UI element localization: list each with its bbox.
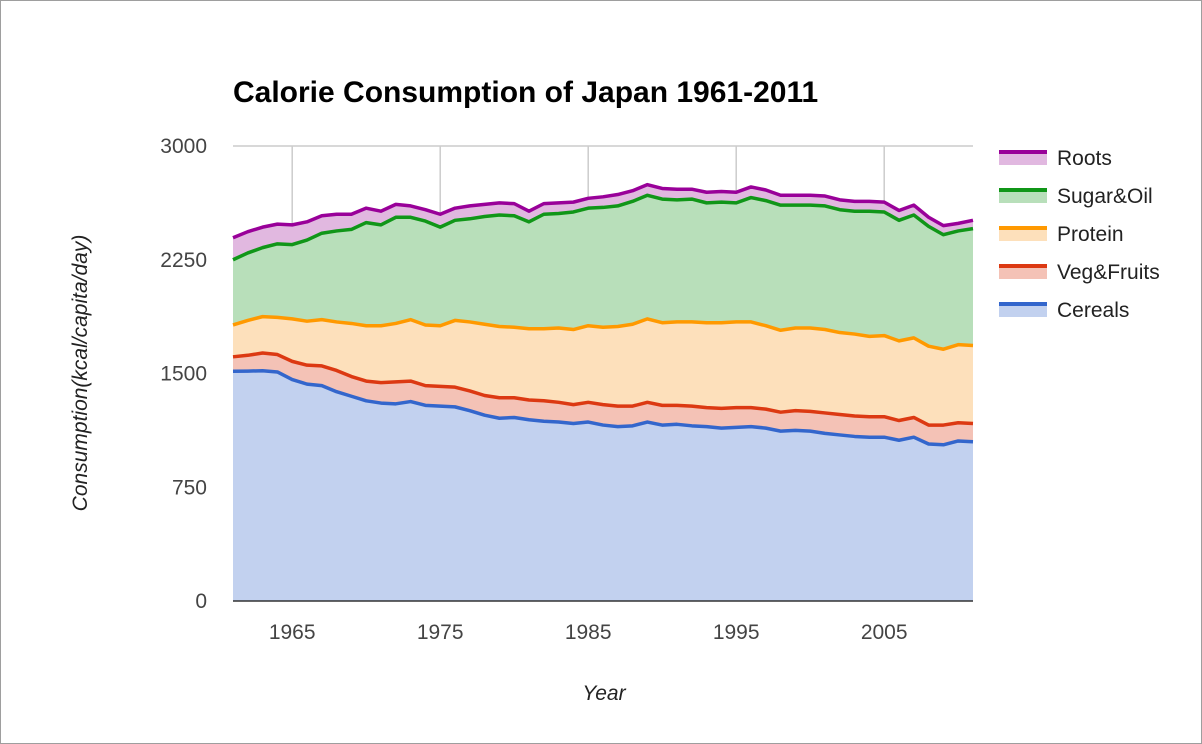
legend-item-protein: Protein — [999, 223, 1124, 246]
legend-label: Veg&Fruits — [1057, 261, 1160, 284]
line-cereals — [232, 369, 974, 447]
legend-label: Sugar&Oil — [1057, 185, 1153, 208]
series-lines — [232, 182, 974, 447]
x-tick-label: 1985 — [565, 621, 612, 644]
x-tick-label: 1965 — [269, 621, 316, 644]
legend-item-sugar-oil: Sugar&Oil — [999, 185, 1153, 208]
y-tick-label: 750 — [172, 476, 207, 499]
x-tick-label: 1995 — [713, 621, 760, 644]
legend-label: Roots — [1057, 147, 1112, 170]
legend-label: Cereals — [1057, 299, 1129, 322]
y-tick-labels: 0 750 1500 2250 3000 — [160, 135, 207, 613]
y-tick-label: 3000 — [160, 135, 207, 158]
x-tick-labels: 1965 1975 1985 1995 2005 — [269, 621, 908, 644]
x-tick-label: 1975 — [417, 621, 464, 644]
x-axis-title: Year — [582, 682, 626, 705]
x-tick-label: 2005 — [861, 621, 908, 644]
legend-item-veg-fruits: Veg&Fruits — [999, 261, 1160, 284]
legend-label: Protein — [1057, 223, 1124, 246]
legend: Roots Sugar&Oil Protein Veg&Fruits Cereals — [999, 147, 1160, 322]
y-tick-label: 2250 — [160, 249, 207, 272]
area-cereals — [233, 370, 973, 601]
y-axis-title: Consumption(kcal/capita/day) — [69, 235, 92, 512]
y-tick-label: 0 — [195, 590, 207, 613]
area-sugar-oil — [233, 195, 973, 350]
legend-item-cereals: Cereals — [999, 299, 1129, 322]
legend-swatch — [999, 265, 1047, 279]
line-veg-fruits — [232, 351, 974, 427]
chart-title: Calorie Consumption of Japan 1961-2011 — [233, 76, 818, 109]
area-protein — [233, 316, 973, 426]
line-protein — [232, 314, 974, 351]
legend-item-roots: Roots — [999, 147, 1112, 170]
legend-swatch — [999, 189, 1047, 203]
line-sugar-oil — [232, 193, 974, 262]
legend-swatch — [999, 227, 1047, 241]
legend-swatch — [999, 151, 1047, 165]
line-roots — [232, 182, 974, 240]
area-veg-fruits — [233, 353, 973, 445]
legend-swatch — [999, 303, 1047, 317]
y-tick-label: 1500 — [160, 363, 207, 386]
